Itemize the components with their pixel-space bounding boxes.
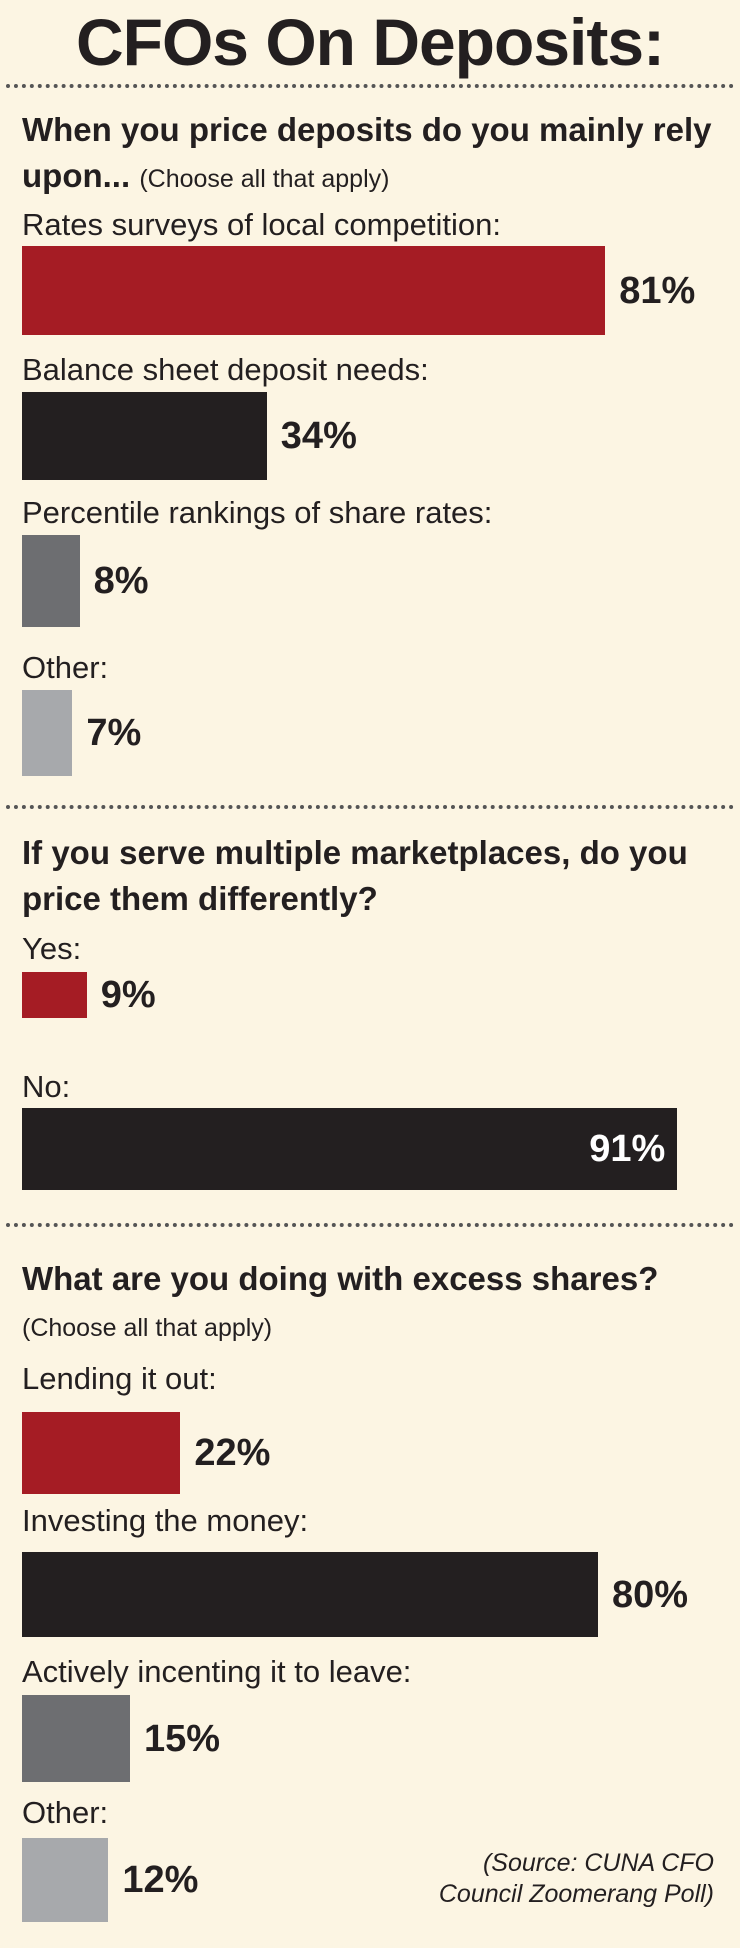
value-label: 22%: [194, 1432, 271, 1474]
divider: [6, 84, 734, 88]
bar: [22, 392, 267, 480]
question: When you price deposits do you mainly re…: [22, 107, 737, 202]
divider: [6, 1223, 734, 1227]
value-label: 81%: [619, 269, 696, 312]
value-label: 15%: [144, 1717, 221, 1760]
bar: [22, 1552, 598, 1637]
value-label: 9%: [100, 974, 156, 1016]
bar: [22, 1695, 130, 1782]
question-text: When you price deposits do you mainly re…: [22, 111, 712, 194]
source-note: (Source: CUNA CFO Council Zoomerang Poll…: [438, 1849, 714, 1908]
category-label: No:: [22, 1069, 71, 1104]
value-label: 8%: [93, 560, 149, 602]
value-label: 80%: [612, 1573, 689, 1616]
bar: [22, 246, 606, 335]
bar: [22, 1108, 678, 1190]
question-note: (Choose all that apply): [139, 165, 390, 193]
value-label: 91%: [589, 1128, 666, 1170]
question: What are you doing with excess shares? (…: [22, 1256, 737, 1351]
divider: [6, 805, 734, 809]
bar: [22, 1838, 109, 1922]
value-label: 34%: [280, 415, 357, 457]
value-label: 7%: [86, 712, 142, 754]
bar: [22, 690, 73, 776]
category-label: Actively incenting it to leave:: [22, 1654, 412, 1689]
category-label: Percentile rankings of share rates:: [22, 495, 493, 530]
category-label: Rates surveys of local competition:: [22, 207, 501, 242]
page-title: CFOs On Deposits:: [75, 5, 665, 79]
category-label: Other:: [22, 1795, 109, 1830]
bar: [22, 1412, 181, 1494]
category-label: Yes:: [22, 931, 82, 966]
category-label: Lending it out:: [22, 1361, 217, 1396]
category-label: Investing the money:: [22, 1503, 309, 1538]
bar: [22, 535, 80, 627]
question-text: What are you doing with excess shares?: [22, 1260, 659, 1297]
category-label: Other:: [22, 650, 109, 685]
value-label: 12%: [122, 1859, 199, 1901]
question-note: (Choose all that apply): [22, 1314, 273, 1342]
question: If you serve multiple marketplaces, do y…: [22, 830, 737, 922]
question-text: If you serve multiple marketplaces, do y…: [22, 834, 688, 917]
category-label: Balance sheet deposit needs:: [22, 352, 429, 387]
bar: [22, 972, 87, 1018]
